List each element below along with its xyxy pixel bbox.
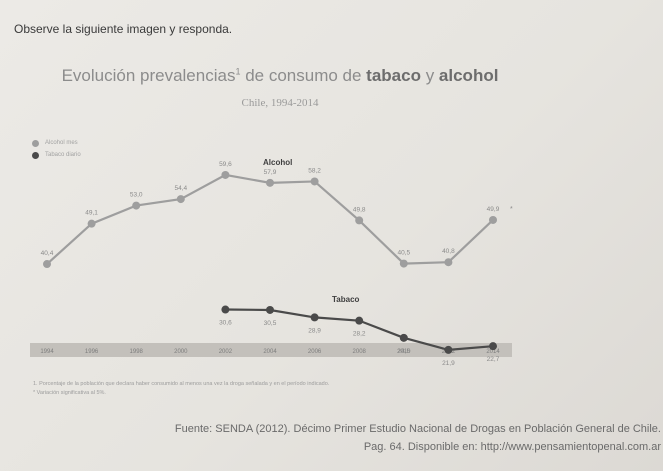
legend-item-alcohol: Alcohol mes [32, 137, 81, 149]
data-point-tabaco [444, 345, 453, 354]
data-point-alcohol [87, 219, 96, 228]
data-label-alcohol: 57,9 [264, 169, 277, 176]
data-point-alcohol [43, 260, 51, 269]
data-label-tabaco: 28,2 [353, 331, 366, 338]
data-point-tabaco [489, 342, 497, 351]
data-point-alcohol [132, 201, 141, 210]
data-label-alcohol: 49,8 [353, 206, 366, 213]
footnote-1: 1. Porcentaje de la población que declar… [33, 381, 330, 387]
x-tick-label: 2010 [397, 349, 411, 355]
data-label-alcohol: 40,4 [41, 250, 54, 257]
source-line-1: Fuente: SENDA (2012). Décimo Primer Estu… [174, 423, 661, 435]
data-point-tabaco [355, 316, 364, 325]
data-point-alcohol [310, 177, 319, 186]
data-point-alcohol [266, 178, 274, 187]
title-superscript: 1 [235, 66, 241, 77]
x-tick-label: 1994 [40, 349, 54, 355]
series-line-alcohol [46, 173, 494, 265]
chart-title: Evolución prevalencias1 de consumo de ta… [0, 66, 560, 86]
legend-label-alcohol: Alcohol mes [45, 140, 78, 146]
x-tick-label: 2008 [353, 349, 367, 355]
data-label-tabaco: 28,9 [308, 327, 321, 334]
x-tick-label: 2006 [308, 349, 322, 355]
data-point-tabaco [310, 313, 319, 322]
x-tick-label: 1998 [130, 349, 144, 355]
legend-marker-tabaco [32, 151, 39, 159]
data-label-alcohol: 40,5 [397, 250, 410, 257]
series-label-alcohol: Alcohol [263, 158, 292, 167]
data-point-alcohol [399, 259, 408, 268]
data-label-alcohol: 49,9 [487, 206, 500, 213]
data-label-alcohol: 58,2 [308, 167, 321, 174]
chart-legend: Alcohol mes Tabaco diario [32, 137, 81, 161]
data-point-tabaco [266, 305, 274, 314]
chart-subtitle: Chile, 1994-2014 [241, 97, 319, 109]
data-label-alcohol: 59,6 [219, 161, 232, 168]
x-tick-label: 2014 [486, 349, 500, 355]
data-point-alcohol [489, 215, 497, 224]
data-point-alcohol [444, 258, 453, 267]
data-point-alcohol [176, 195, 185, 204]
data-label-tabaco: 21,9 [442, 360, 455, 367]
title-part-1: Evolución prevalencias [61, 66, 236, 85]
chart-footnotes: 1. Porcentaje de la población que declar… [33, 380, 329, 398]
data-label-tabaco: 24,5 [397, 348, 410, 355]
data-label-tabaco: 22,7 [487, 356, 500, 363]
title-part-3: y [420, 66, 439, 85]
data-point-alcohol [221, 170, 230, 179]
data-label-alcohol: 49,1 [85, 210, 98, 217]
data-label-tabaco: 30,6 [219, 320, 232, 327]
data-point-tabaco [399, 333, 408, 342]
data-point-alcohol [355, 216, 364, 225]
title-tabaco: tabaco [366, 66, 421, 85]
series-label-tabaco: Tabaco [332, 295, 360, 304]
legend-label-tabaco: Tabaco diario [45, 152, 81, 158]
significance-marker: * [510, 206, 513, 213]
x-axis-band [30, 343, 512, 357]
x-tick-label: 1996 [85, 349, 99, 355]
data-label-alcohol: 40,8 [442, 248, 455, 255]
x-tick-label: 2000 [174, 349, 188, 355]
footnote-2: * Variación significativa al 5%. [33, 390, 106, 396]
x-tick-label: 2002 [219, 349, 233, 355]
data-label-alcohol: 54,4 [174, 185, 187, 192]
question-prompt: Observe la siguiente imagen y responda. [14, 22, 233, 36]
x-tick-label: 2004 [263, 349, 277, 355]
source-citation: Fuente: SENDA (2012). Décimo Primer Estu… [175, 420, 661, 456]
title-part-2: de consumo de [240, 66, 367, 85]
source-line-2: Pag. 64. Disponible en: http://www.pensa… [363, 441, 661, 453]
data-label-tabaco: 30,5 [264, 320, 277, 327]
data-label-alcohol: 53,0 [130, 192, 143, 199]
legend-marker-alcohol [32, 139, 39, 147]
legend-item-tabaco: Tabaco diario [32, 149, 81, 161]
data-point-tabaco [221, 305, 230, 314]
title-alcohol: alcohol [438, 66, 499, 85]
